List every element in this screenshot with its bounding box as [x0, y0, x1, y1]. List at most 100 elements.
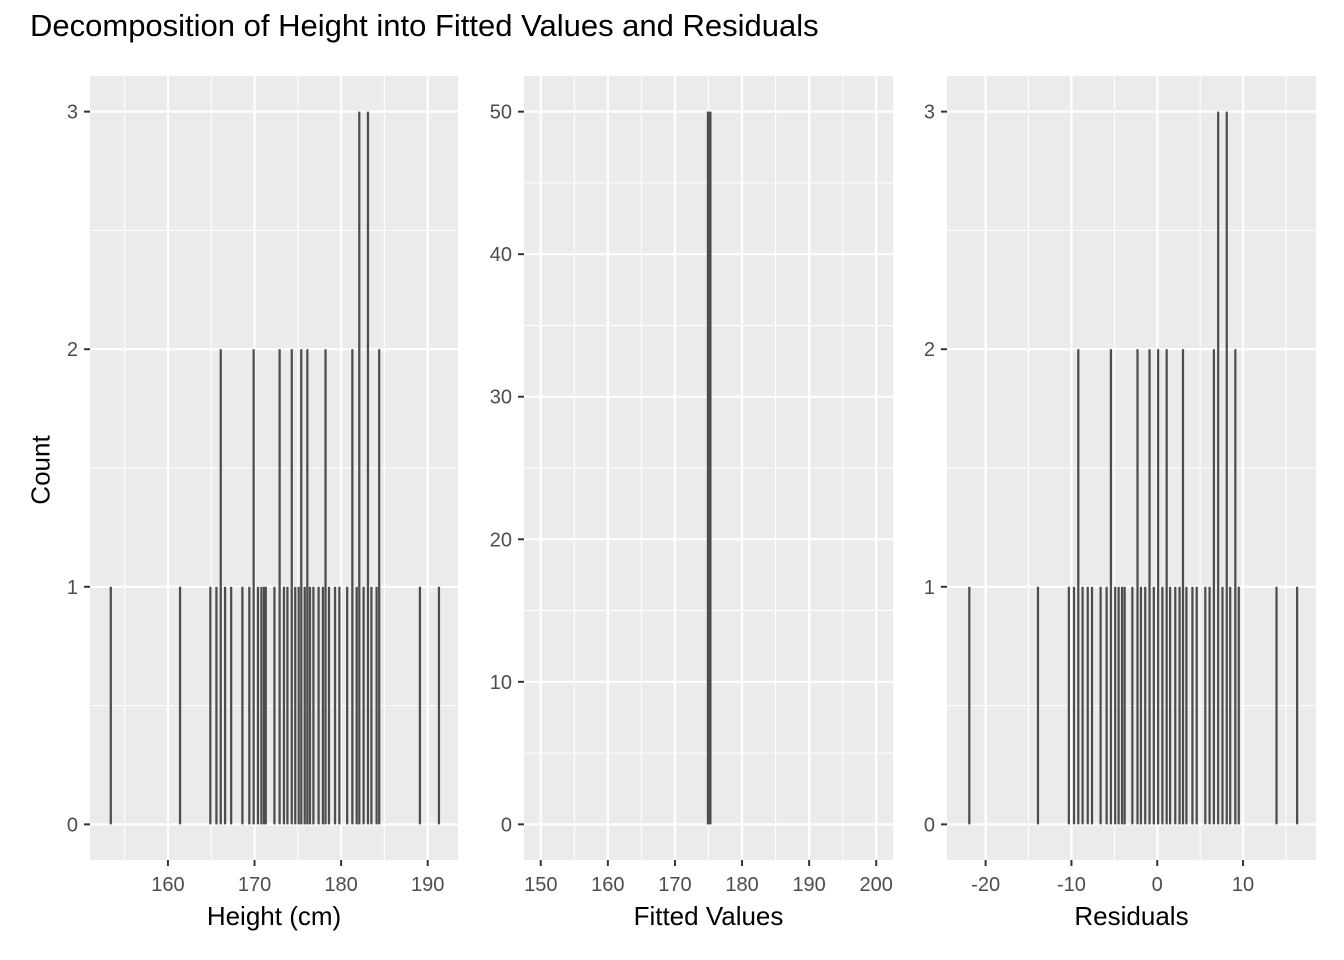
- histogram-bar: [418, 586, 422, 825]
- y-tick-label: 10: [490, 672, 512, 694]
- histogram-bar: [1081, 586, 1084, 825]
- histogram-bar: [1174, 586, 1177, 825]
- histogram-bar: [351, 349, 354, 825]
- histogram-bar: [333, 586, 337, 825]
- chart-title: Decomposition of Height into Fitted Valu…: [30, 8, 819, 43]
- histogram-bar: [1169, 586, 1172, 825]
- histogram-bar: [219, 349, 222, 825]
- histogram-bar: [1139, 586, 1143, 825]
- histogram-bar: [1217, 111, 1220, 825]
- histogram-bar: [282, 586, 286, 825]
- y-tick-label: 50: [490, 102, 512, 124]
- x-tick-label: 0: [1152, 874, 1163, 896]
- y-tick-label: 3: [67, 102, 78, 124]
- histogram-bar: [1072, 586, 1076, 825]
- histogram-bar: [1123, 586, 1126, 825]
- histogram-bar: [1144, 586, 1147, 825]
- histogram-bar: [1178, 586, 1181, 825]
- histogram-bar: [1237, 586, 1240, 825]
- histogram-bar: [248, 586, 251, 825]
- histogram-bar: [358, 111, 361, 825]
- histogram-bar: [1131, 586, 1134, 825]
- y-tick-label: 0: [924, 814, 935, 836]
- y-tick-label: 0: [67, 814, 78, 836]
- histogram-bar: [1204, 586, 1207, 825]
- histogram-bar: [1136, 349, 1139, 825]
- histogram-bar: [300, 349, 303, 825]
- x-tick-label: -20: [971, 874, 1000, 896]
- histogram-bar: [1099, 586, 1102, 825]
- y-tick-label: 30: [490, 387, 512, 409]
- histogram-bar: [1156, 349, 1160, 825]
- histogram-bar: [338, 586, 341, 825]
- histogram-bar: [317, 586, 320, 825]
- histogram-bar: [306, 349, 309, 825]
- histogram-bar: [362, 586, 365, 825]
- histogram-bar: [241, 586, 244, 825]
- histogram-bar: [1165, 349, 1168, 825]
- y-tick-label: 20: [490, 529, 512, 551]
- histogram-bar: [321, 586, 325, 825]
- histogram-bar: [1185, 586, 1188, 825]
- histogram-bar: [294, 586, 297, 825]
- histogram-bar: [1152, 586, 1155, 825]
- y-tick-label: 2: [67, 339, 78, 361]
- histogram-bar: [262, 586, 266, 825]
- x-axis-title-3: Residuals: [1074, 901, 1188, 931]
- histogram-bar: [968, 586, 971, 825]
- histogram-bar: [278, 349, 281, 825]
- histogram-bar: [303, 586, 306, 825]
- histogram-bar: [327, 586, 331, 825]
- histogram-bar: [1117, 586, 1120, 825]
- x-tick-label: 150: [524, 874, 557, 896]
- x-tick-label: 170: [238, 874, 271, 896]
- x-tick-label: 190: [411, 874, 444, 896]
- x-tick-label: 160: [151, 874, 184, 896]
- x-tick-label: 180: [725, 874, 758, 896]
- histogram-bar: [375, 586, 378, 825]
- y-tick-label: 1: [67, 577, 78, 599]
- histogram-bar: [1148, 349, 1151, 825]
- histogram-bar: [286, 586, 289, 825]
- histogram-bar: [706, 111, 712, 825]
- histogram-bar: [1105, 586, 1108, 825]
- y-tick-label: 2: [924, 339, 935, 361]
- histogram-bar: [230, 586, 233, 825]
- y-tick-label: 3: [924, 102, 935, 124]
- histogram-bar: [1181, 349, 1185, 825]
- histogram-bar: [366, 111, 370, 825]
- histogram-bar: [324, 349, 327, 825]
- histogram-bar: [178, 586, 182, 825]
- histogram-bar: [252, 349, 255, 825]
- histogram-bar: [1161, 586, 1164, 825]
- histogram-bar: [312, 586, 315, 825]
- x-axis-title-1: Height (cm): [207, 901, 341, 931]
- histogram-bar: [1296, 586, 1299, 825]
- x-tick-label: 170: [658, 874, 691, 896]
- x-tick-label: -10: [1057, 874, 1086, 896]
- histogram-bar: [1195, 586, 1198, 825]
- histogram-bar: [1275, 586, 1278, 825]
- y-tick-label: 1: [924, 577, 935, 599]
- histogram-bar: [437, 586, 441, 825]
- histogram-bar: [1225, 111, 1228, 825]
- histogram-bar: [1114, 586, 1117, 825]
- histogram-bar: [290, 349, 293, 825]
- histogram-bar: [1212, 349, 1215, 825]
- histogram-bar: [260, 586, 263, 825]
- histogram-bar: [1191, 586, 1194, 825]
- histogram-bar: [109, 586, 112, 825]
- x-tick-label: 190: [792, 874, 825, 896]
- histogram-bar: [297, 586, 300, 825]
- histogram-bar: [308, 586, 312, 825]
- histogram-bar: [346, 586, 349, 825]
- histogram-bar: [1208, 586, 1211, 825]
- x-tick-label: 160: [591, 874, 624, 896]
- y-tick-label: 0: [501, 814, 512, 836]
- histogram-bar: [378, 349, 381, 825]
- histogram-bar: [370, 586, 373, 825]
- histogram-bar: [1090, 586, 1094, 825]
- histogram-bar: [1036, 586, 1040, 825]
